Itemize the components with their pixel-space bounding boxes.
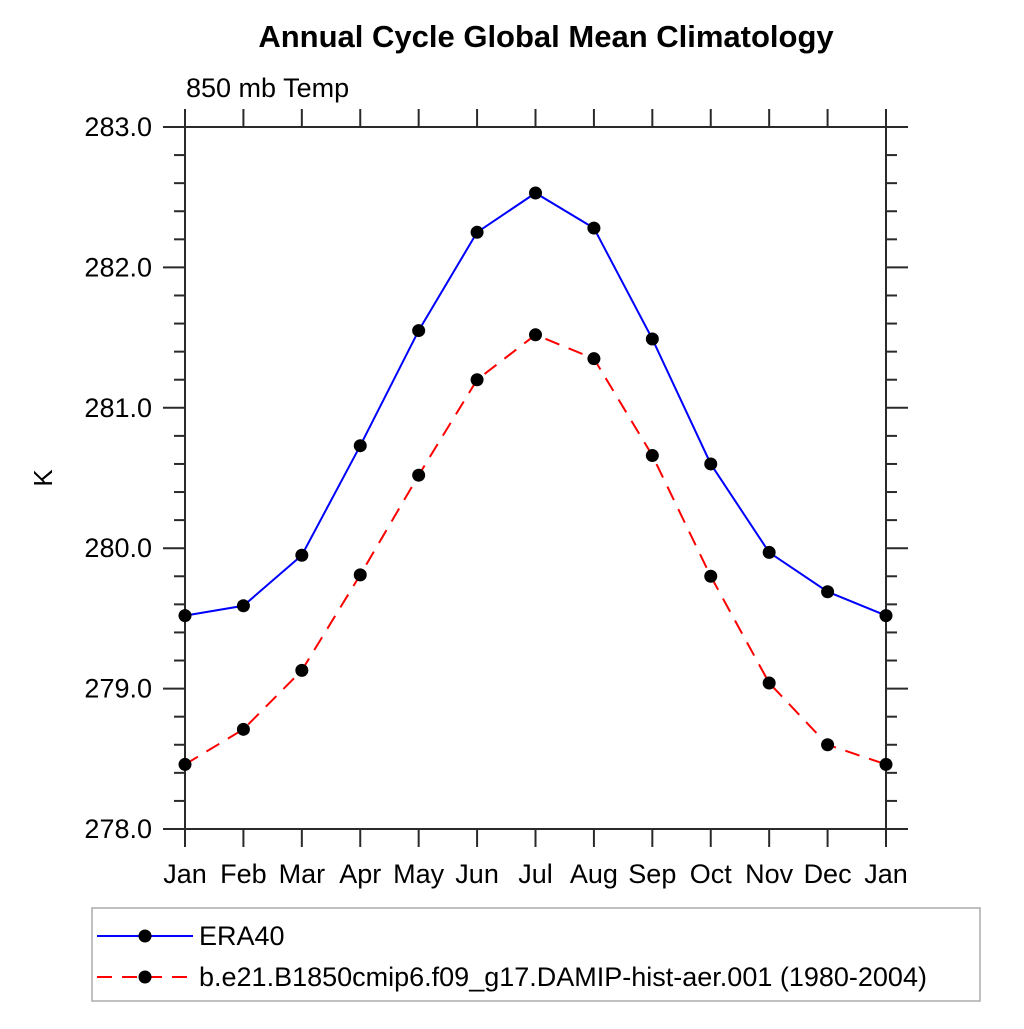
data-point-marker-series-0 — [762, 545, 776, 559]
y-axis-tick-label: 281.0 — [84, 393, 152, 423]
data-point-marker-series-0 — [879, 609, 893, 623]
data-point-marker-series-0 — [353, 439, 367, 453]
data-point-marker-series-0 — [529, 186, 542, 200]
x-axis-tick-label: Jun — [455, 859, 499, 889]
x-axis-tick-label: Mar — [279, 859, 326, 889]
x-axis-tick-label: Jul — [518, 859, 553, 889]
chart-title: Annual Cycle Global Mean Climatology — [258, 19, 834, 54]
data-point-marker-series-1 — [412, 468, 426, 482]
data-point-marker-series-1 — [529, 328, 542, 342]
data-point-marker-series-0 — [412, 324, 426, 338]
chart-subtitle: 850 mb Temp — [186, 73, 349, 103]
data-point-marker-series-0 — [821, 585, 835, 599]
data-point-marker-series-0 — [295, 548, 309, 562]
x-axis-tick-label: Apr — [339, 859, 381, 889]
series-line-1 — [184, 333, 887, 766]
legend: ERA40 b.e21.B1850cmip6.f09_g17.DAMIP-his… — [91, 907, 981, 1002]
x-axis-tick-label: Dec — [804, 859, 852, 889]
data-point-marker-series-1 — [762, 676, 776, 690]
y-axis-tick-label: 279.0 — [84, 674, 152, 704]
x-axis-tick-label: Feb — [220, 859, 267, 889]
x-axis-tick-label: Jan — [864, 859, 908, 889]
data-point-marker-series-1 — [353, 568, 367, 582]
data-point-marker-series-1 — [178, 757, 192, 771]
data-point-marker-series-1 — [587, 352, 601, 366]
data-point-marker-series-1 — [470, 373, 484, 387]
data-point-marker-series-0 — [587, 221, 601, 235]
plot-frame — [184, 126, 887, 830]
data-point-marker-series-1 — [236, 722, 250, 736]
data-point-marker-series-0 — [236, 599, 250, 613]
data-point-marker-series-1 — [645, 449, 659, 463]
y-axis-tick-label: 282.0 — [84, 252, 152, 282]
data-point-marker-series-1 — [821, 738, 835, 752]
series-line-0 — [184, 191, 887, 617]
data-point-marker-series-1 — [704, 569, 718, 583]
data-point-marker-series-0 — [645, 332, 659, 346]
data-point-marker-series-0 — [470, 225, 484, 239]
data-point-marker-series-0 — [704, 457, 718, 471]
x-axis-tick-label: May — [393, 859, 445, 889]
data-point-marker-series-1 — [295, 663, 309, 677]
legend-box — [91, 907, 981, 1002]
x-axis-tick-label: Jan — [163, 859, 207, 889]
legend-label-model: b.e21.B1850cmip6.f09_g17.DAMIP-hist-aer.… — [199, 962, 927, 992]
y-axis-label: K — [28, 469, 58, 487]
plot-area: 278.0 279.0 280.0 281.0 282.0 283.0 Jan Feb Mar A… — [84, 109, 908, 889]
y-axis-tick-label: 283.0 — [84, 112, 152, 142]
x-axis-tick-label: Nov — [745, 859, 794, 889]
legend-marker-dot — [138, 929, 152, 943]
x-axis-tick-label: Sep — [628, 859, 676, 889]
y-axis-tick-label: 278.0 — [84, 814, 152, 844]
legend-entry-model: b.e21.B1850cmip6.f09_g17.DAMIP-hist-aer.… — [97, 962, 927, 992]
x-axis-tick-label: Aug — [570, 859, 618, 889]
legend-marker-dot — [138, 970, 152, 984]
legend-entry-era40: ERA40 — [97, 921, 285, 951]
legend-label-era40: ERA40 — [199, 921, 285, 951]
data-point-marker-series-1 — [879, 757, 893, 771]
x-axis-tick-label: Oct — [690, 859, 733, 889]
data-point-marker-series-0 — [178, 609, 192, 623]
y-axis-tick-label: 280.0 — [84, 533, 152, 563]
